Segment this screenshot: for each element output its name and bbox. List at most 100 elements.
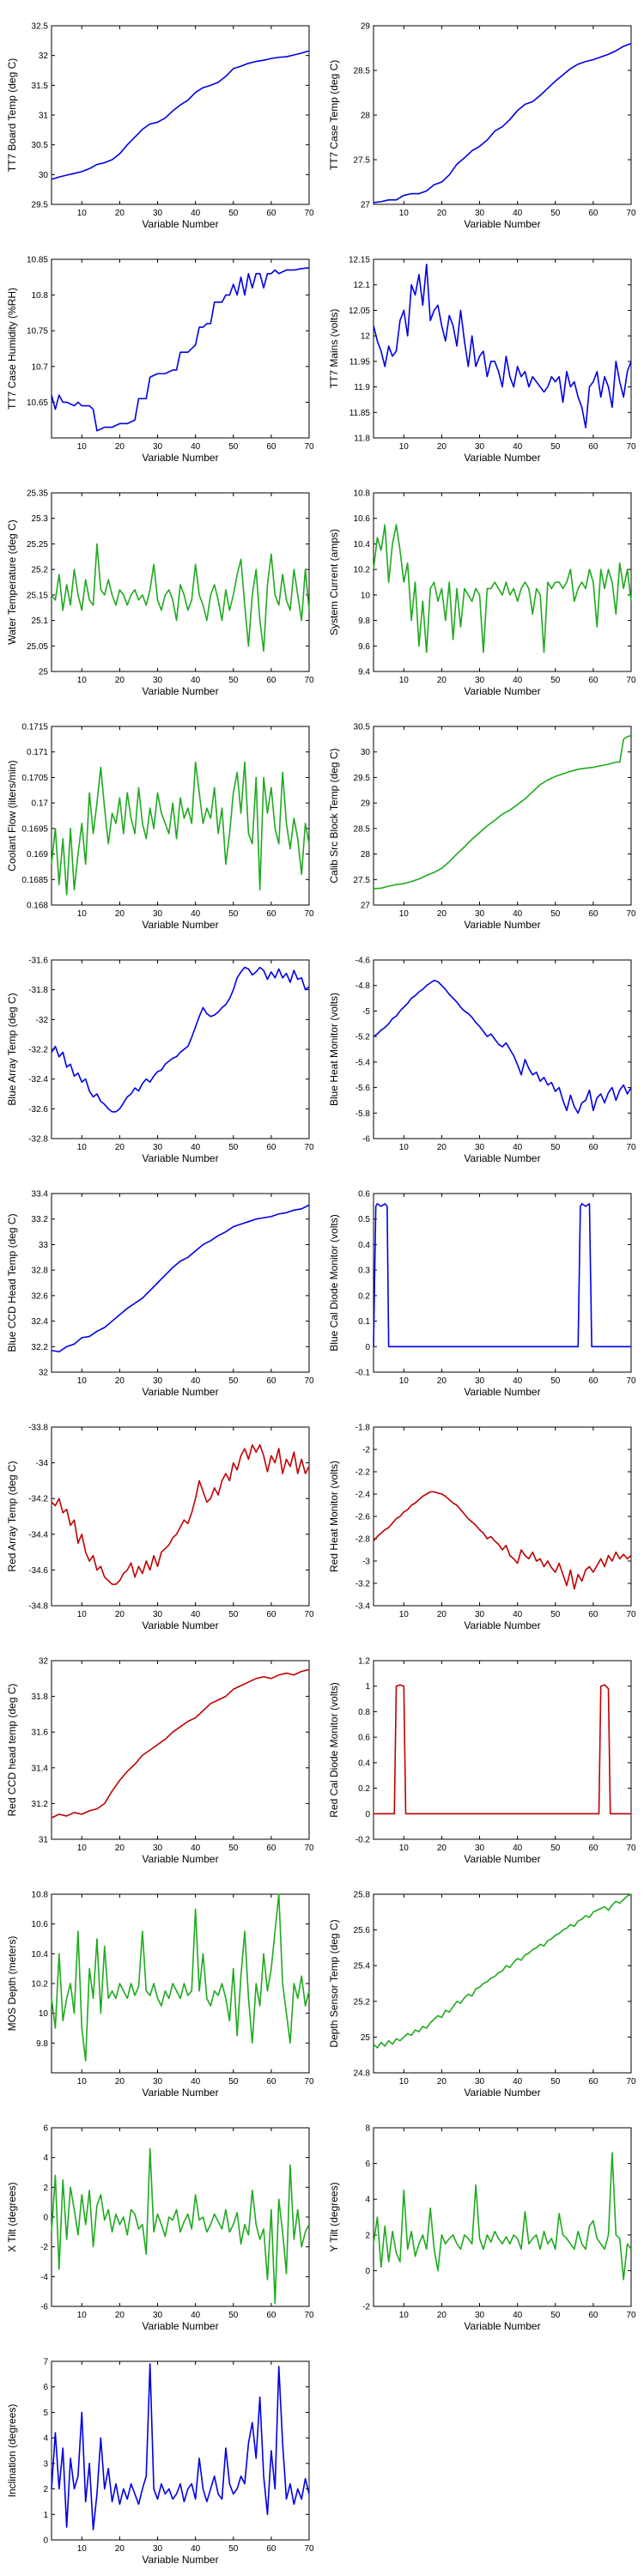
x-tick-label: 30: [153, 1610, 163, 1619]
x-tick-label: 20: [115, 1376, 125, 1386]
y-tick-label: 11.95: [349, 357, 371, 367]
x-tick-label: 70: [304, 2077, 314, 2087]
x-tick-label: 40: [513, 2311, 523, 2320]
chart-x-tilt: 10 20 30 40 50 60 70 -6 -4 -2 0 2 4 6 Variable Number X…: [0, 2102, 322, 2336]
x-tick-label: 70: [304, 1143, 314, 1152]
y-axis-label: MOS Depth (meters): [6, 1936, 18, 2032]
plot-area: [373, 1893, 632, 2074]
y-tick-label: 0.171: [27, 748, 48, 757]
y-tick-label: 25.15: [27, 591, 48, 600]
chart-svg-blue-array: 10 20 30 40 50 60 70 -32.8 -32.6 -32.4 -32.2 -32 -31…: [6, 957, 314, 1165]
y-tick-label: 0.1: [358, 1317, 370, 1327]
plot-area: [51, 726, 310, 906]
x-tick-label: 10: [399, 2311, 410, 2320]
x-axis-label: Variable Number: [142, 919, 218, 931]
series-line-blue-heat: [373, 979, 632, 1115]
x-tick-label: 20: [437, 2077, 447, 2087]
chart-system-current: 10 20 30 40 50 60 70 9.4 9.6 9.8 10 10.2 10.4 10.6 10.…: [322, 467, 644, 701]
y-tick-label: 2: [43, 2184, 48, 2193]
y-tick-label: -34.2: [28, 1495, 48, 1504]
y-tick-label: 24.8: [354, 2069, 371, 2079]
y-tick-label: 30: [361, 748, 371, 757]
x-tick-label: 50: [550, 1610, 561, 1619]
y-tick-label: -31.6: [28, 957, 48, 966]
series-line-inclination: [51, 2363, 310, 2530]
x-tick-label: 50: [550, 1376, 561, 1386]
y-tick-label: 10: [39, 2009, 49, 2019]
series-line-tt7-humidity: [51, 267, 310, 432]
x-tick-label: 10: [399, 442, 410, 452]
x-tick-label: 40: [513, 1610, 523, 1619]
x-tick-label: 50: [550, 909, 561, 919]
y-axis-label: Red Heat Monitor (volts): [328, 1461, 340, 1572]
x-tick-label: 20: [115, 676, 125, 685]
chart-tt7-case: 10 20 30 40 50 60 70 27 27.5 28 28.5 29 Variable Num…: [322, 0, 644, 234]
x-tick-label: 30: [153, 209, 163, 218]
x-tick-label: 60: [266, 2077, 276, 2087]
x-tick-label: 30: [475, 1844, 485, 1853]
y-tick-label: 25.25: [27, 540, 48, 550]
y-tick-label: 25.05: [27, 642, 48, 652]
y-tick-label: -34.4: [28, 1530, 48, 1540]
y-tick-label: 30: [39, 171, 49, 180]
x-axis-label: Variable Number: [142, 2320, 218, 2332]
y-tick-label: 31: [39, 1836, 49, 1845]
x-tick-label: 60: [588, 2077, 598, 2087]
y-tick-label: 31: [39, 112, 49, 121]
x-tick-label: 50: [550, 1143, 561, 1152]
y-tick-label: -5.6: [355, 1084, 371, 1093]
y-axis-label: System Current (amps): [328, 529, 340, 635]
y-tick-label: 31.6: [32, 1728, 49, 1738]
y-tick-label: 1.2: [358, 1657, 370, 1667]
chart-svg-red-ccd: 10 20 30 40 50 60 70 31 31.2 31.4 31.6 31.8 32 Variab…: [6, 1657, 314, 1866]
y-tick-label: -4.8: [355, 981, 371, 991]
y-tick-label: 9.8: [36, 2039, 48, 2049]
chart-coolant-flow: 10 20 30 40 50 60 70 0.168 0.1685 0.169 0.1695 0.17…: [0, 701, 322, 934]
x-tick-label: 60: [588, 1376, 598, 1386]
y-tick-label: -31.8: [28, 986, 48, 995]
x-tick-label: 70: [626, 676, 636, 685]
x-tick-label: 10: [77, 1610, 88, 1619]
chart-svg-tt7-humidity: 10 20 30 40 50 60 70 10.65 10.7 10.75 10.8 10.85 Var…: [6, 256, 314, 465]
series-line-red-cal-diode: [374, 1684, 631, 1815]
x-tick-label: 10: [77, 2077, 88, 2087]
y-tick-label: 9.6: [358, 642, 370, 652]
x-axis-label: Variable Number: [142, 452, 218, 464]
y-tick-label: -5: [362, 1007, 370, 1017]
x-axis-label: Variable Number: [142, 1386, 218, 1398]
x-tick-label: 40: [191, 676, 201, 685]
x-axis-label: Variable Number: [464, 218, 540, 230]
x-tick-label: 60: [588, 909, 598, 919]
x-tick-label: 40: [191, 442, 201, 452]
x-tick-label: 70: [626, 1376, 636, 1386]
x-tick-label: 40: [191, 2544, 201, 2554]
y-tick-label: -1.8: [355, 1424, 371, 1433]
x-tick-label: 20: [115, 1844, 125, 1853]
y-tick-label: 28: [361, 850, 371, 860]
x-tick-label: 60: [266, 676, 276, 685]
x-tick-label: 50: [228, 1143, 239, 1152]
series-line-tt7-case: [373, 43, 632, 204]
y-tick-label: 28.5: [354, 824, 371, 834]
x-tick-label: 20: [115, 909, 125, 919]
x-tick-label: 50: [228, 1610, 239, 1619]
x-tick-label: 30: [153, 909, 163, 919]
x-tick-label: 30: [153, 1844, 163, 1853]
y-tick-label: 10.7: [32, 362, 49, 372]
y-tick-label: 2: [365, 2231, 370, 2240]
plot-area: [51, 1660, 310, 1840]
x-tick-label: 70: [304, 2311, 314, 2320]
x-axis-label: Variable Number: [142, 685, 218, 697]
x-tick-label: 10: [77, 1143, 88, 1152]
y-tick-label: 0.8: [358, 1708, 370, 1717]
y-tick-label: 33.4: [32, 1190, 49, 1200]
x-tick-label: 50: [228, 2544, 239, 2554]
y-tick-label: -32.4: [28, 1075, 48, 1084]
x-tick-label: 50: [228, 2311, 239, 2320]
y-tick-label: 2: [43, 2485, 48, 2494]
plot-area: [373, 1660, 632, 1840]
x-tick-label: 70: [304, 676, 314, 685]
y-tick-label: -2.4: [355, 1491, 371, 1500]
x-tick-label: 60: [588, 1844, 598, 1853]
